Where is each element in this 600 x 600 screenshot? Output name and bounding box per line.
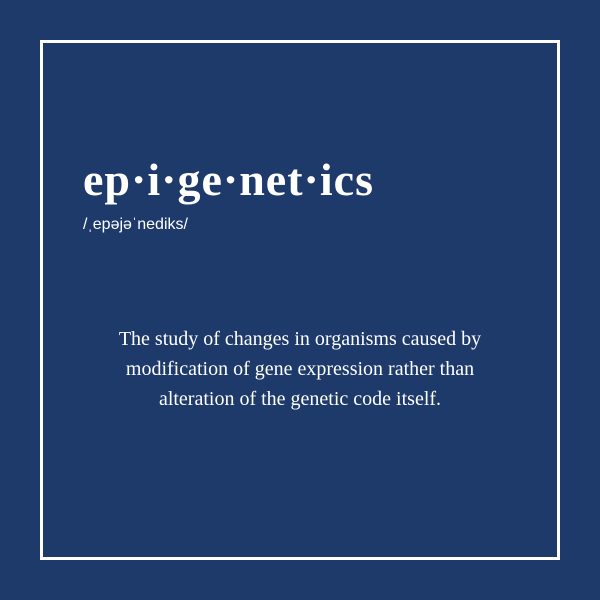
definition-card: ep·i·ge·net·ics /ˌepəjəˈnediks/ The stud… bbox=[0, 0, 600, 600]
definition-text: The study of changes in organisms caused… bbox=[83, 324, 517, 414]
word-title: ep·i·ge·net·ics bbox=[83, 153, 517, 206]
border-frame: ep·i·ge·net·ics /ˌepəjəˈnediks/ The stud… bbox=[40, 40, 560, 560]
pronunciation: /ˌepəjəˈnediks/ bbox=[83, 216, 517, 234]
